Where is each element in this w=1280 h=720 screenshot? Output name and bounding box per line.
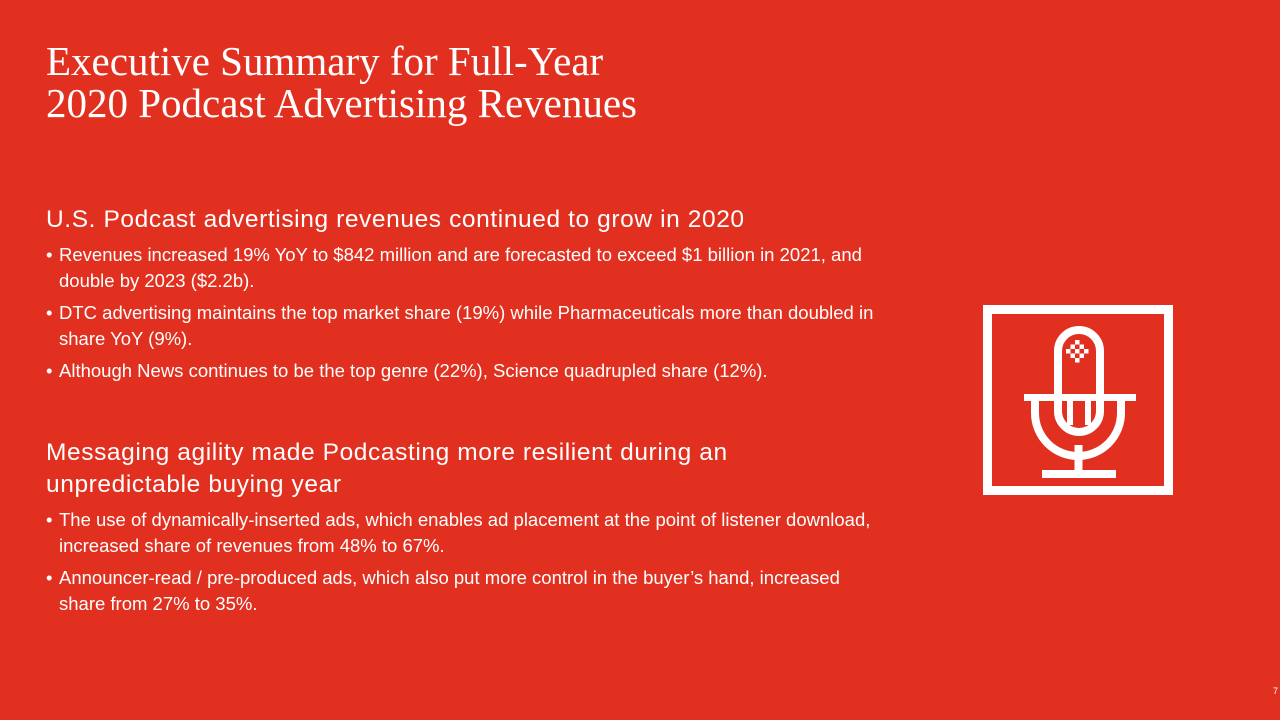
slide-title: Executive Summary for Full-Year 2020 Pod… [46, 40, 946, 124]
section-messaging-agility: Messaging agility made Podcasting more r… [46, 437, 886, 623]
section-heading: U.S. Podcast advertising revenues contin… [46, 206, 745, 233]
slide-title-line-1: Executive Summary for Full-Year [46, 38, 604, 84]
bullet-list: Revenues increased 19% YoY to $842 milli… [46, 242, 886, 384]
bullet-item: DTC advertising maintains the top market… [46, 300, 886, 352]
section-revenue-growth: U.S. Podcast advertising revenues contin… [46, 204, 886, 390]
page-number: 7 [1272, 686, 1278, 696]
bullet-item: Announcer-read / pre-produced ads, which… [46, 565, 886, 617]
bullet-item: Revenues increased 19% YoY to $842 milli… [46, 242, 886, 294]
bullet-item: Although News continues to be the top ge… [46, 358, 886, 384]
microphone-icon [983, 305, 1173, 495]
section-heading: Messaging agility made Podcasting more r… [46, 439, 728, 498]
bullet-item: The use of dynamically-inserted ads, whi… [46, 507, 886, 559]
bullet-list: The use of dynamically-inserted ads, whi… [46, 507, 886, 617]
slide-title-line-2: 2020 Podcast Advertising Revenues [46, 80, 638, 126]
